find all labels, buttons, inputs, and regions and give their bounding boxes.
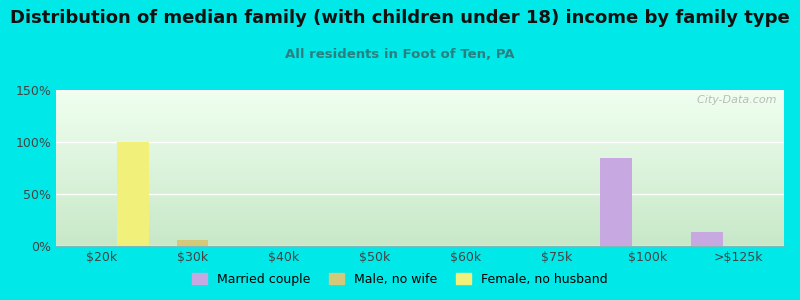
Bar xyxy=(177,240,209,246)
Text: Distribution of median family (with children under 18) income by family type: Distribution of median family (with chil… xyxy=(10,9,790,27)
Text: City-Data.com: City-Data.com xyxy=(690,95,777,105)
Legend: Married couple, Male, no wife, Female, no husband: Married couple, Male, no wife, Female, n… xyxy=(187,268,613,291)
Bar xyxy=(690,232,722,246)
Bar xyxy=(600,158,631,246)
Bar xyxy=(118,142,150,246)
Text: All residents in Foot of Ten, PA: All residents in Foot of Ten, PA xyxy=(286,48,514,61)
